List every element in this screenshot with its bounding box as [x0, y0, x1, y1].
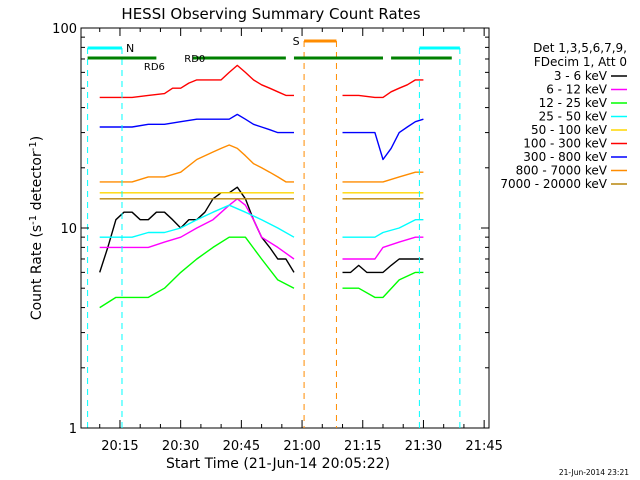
legend-entry-label: 6 - 12 keV — [546, 83, 608, 97]
night-label: N — [126, 42, 134, 55]
x-tick-label: 21:45 — [465, 439, 502, 454]
annotation-layer: N S RD0 RD6 — [87, 35, 461, 428]
x-tick-label: 21:00 — [283, 439, 320, 454]
y-tick-label: 100 — [52, 22, 77, 37]
series-line — [99, 198, 295, 260]
legend: Det 1,3,5,6,7,9,FDecim 1, Att 03 - 6 keV… — [500, 41, 627, 191]
legend-entry-label: 100 - 300 keV — [523, 137, 607, 151]
series-line — [342, 236, 424, 260]
saa-label: S — [293, 35, 300, 48]
series-line — [342, 79, 424, 99]
x-tick-label: 20:15 — [101, 439, 138, 454]
legend-header: Det 1,3,5,6,7,9, — [533, 41, 627, 55]
y-axis-label: Count Rate (s-1 detector-1) — [28, 136, 46, 320]
series-line — [342, 171, 424, 183]
legend-entry-label: 12 - 25 keV — [539, 96, 608, 110]
series-line — [99, 236, 295, 309]
legend-entry-label: 25 - 50 keV — [539, 110, 608, 124]
rd0-label: RD0 — [184, 54, 205, 65]
x-axis-label: Start Time (21-Jun-14 20:05:22) — [166, 456, 390, 472]
legend-entry-label: 300 - 800 keV — [523, 150, 607, 164]
plot-frame — [80, 27, 490, 429]
rd6-label: RD6 — [144, 62, 165, 73]
legend-entry-label: 50 - 100 keV — [531, 123, 608, 137]
plot-border — [80, 27, 490, 429]
series-line — [342, 218, 424, 238]
series-line — [99, 113, 294, 134]
series-line — [99, 64, 294, 99]
series-line — [342, 118, 424, 161]
legend-entry-label: 3 - 6 keV — [554, 69, 608, 83]
series-layer — [99, 64, 424, 309]
axis-layer: 20:15 20:30 20:45 21:00 21:15 21:30 21:45 1 10 10… — [52, 22, 503, 454]
legend-entry-label: 800 - 7000 keV — [516, 164, 608, 178]
series-line — [342, 258, 424, 274]
chart-title: HESSI Observing Summary Count Rates — [121, 5, 420, 23]
series-line — [99, 204, 295, 238]
legend-header: FDecim 1, Att 0 — [534, 55, 627, 69]
x-tick-label: 20:45 — [223, 439, 260, 454]
y-tick-label: 1 — [69, 422, 77, 437]
series-line — [99, 144, 294, 183]
x-tick-label: 21:30 — [405, 439, 442, 454]
x-tick-label: 21:15 — [344, 439, 381, 454]
x-tick-label: 20:30 — [162, 439, 199, 454]
legend-entry-label: 7000 - 20000 keV — [500, 177, 607, 191]
plot-timestamp: 21-Jun-2014 23:21 — [559, 468, 629, 477]
series-line — [342, 271, 424, 299]
y-tick-label: 10 — [60, 222, 77, 237]
